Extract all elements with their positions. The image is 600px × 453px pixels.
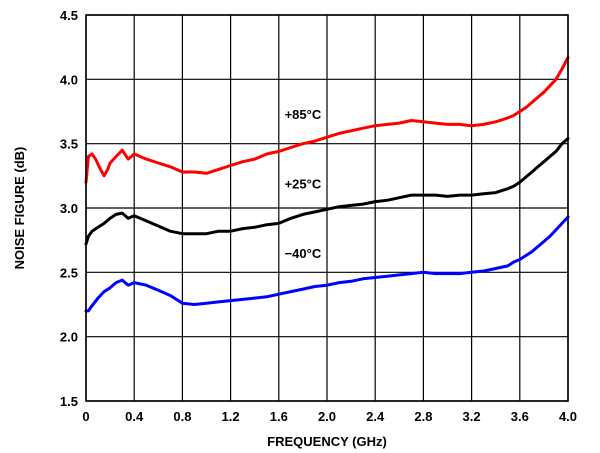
series-label-background <box>280 105 326 123</box>
x-tick-label: 3.2 <box>463 409 481 424</box>
series-labels: +85°C +25°C −40°C <box>280 105 326 262</box>
series-line <box>84 56 570 184</box>
x-axis-title: FREQUENCY (GHz) <box>267 434 387 449</box>
series-label: +85°C <box>285 107 322 122</box>
x-tick-label: 1.6 <box>270 409 288 424</box>
y-tick-label: 4.5 <box>60 8 78 23</box>
x-tick-label: 4.0 <box>559 409 577 424</box>
x-tick-label: 0.4 <box>125 409 144 424</box>
series-label-background <box>280 175 326 193</box>
x-tick-label: 3.6 <box>511 409 529 424</box>
x-tick-label: 1.2 <box>222 409 240 424</box>
y-tick-label: 3.0 <box>60 201 78 216</box>
y-axis-title: NOISE FIGURE (dB) <box>12 147 27 270</box>
x-tick-label: 2.0 <box>318 409 336 424</box>
plot-frame <box>85 14 569 402</box>
y-tick-label: 2.5 <box>60 265 78 280</box>
series-label: +25°C <box>285 176 322 191</box>
y-tick-label: 1.5 <box>60 394 78 409</box>
series-label-background <box>280 244 326 262</box>
x-tick-label: 2.4 <box>366 409 385 424</box>
x-tick-label: 2.8 <box>414 409 432 424</box>
series-line <box>84 137 570 246</box>
series-label: −40°C <box>285 246 322 261</box>
y-tick-label: 3.5 <box>60 137 78 152</box>
x-tick-label: 0.8 <box>173 409 191 424</box>
x-tick-label: 0 <box>82 409 89 424</box>
y-tick-label: 2.0 <box>60 330 78 345</box>
y-tick-label: 4.0 <box>60 72 78 87</box>
y-tick-labels: 1.5 2.0 2.5 3.0 3.5 4.0 4.5 <box>60 8 78 409</box>
x-tick-labels: 0 0.4 0.8 1.2 1.6 2.0 2.4 2.8 3.2 3.6 4.0 <box>82 409 577 424</box>
series-lines <box>84 56 570 313</box>
series-line <box>84 215 570 313</box>
